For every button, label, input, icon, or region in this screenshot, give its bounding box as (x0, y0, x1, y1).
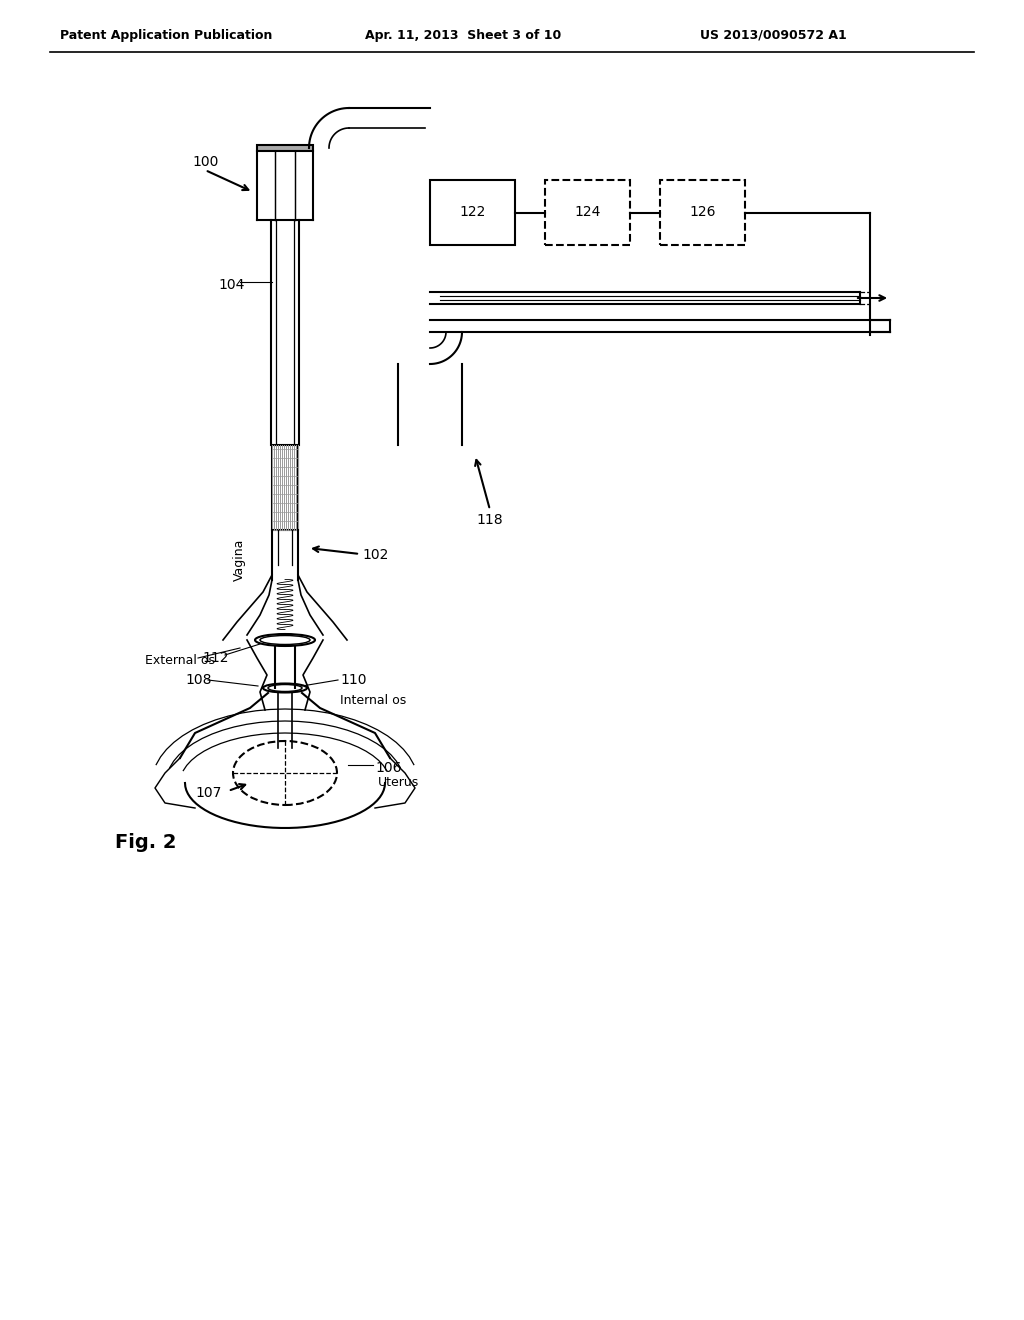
Text: Vagina: Vagina (233, 539, 246, 581)
Bar (257, 145, 313, 150)
Text: Patent Application Publication: Patent Application Publication (60, 29, 272, 41)
Text: Internal os: Internal os (340, 693, 407, 706)
Text: 102: 102 (362, 548, 388, 562)
Text: 112: 112 (202, 651, 228, 665)
Bar (430, 180, 515, 246)
Text: 126: 126 (689, 206, 716, 219)
Text: 104: 104 (218, 279, 245, 292)
Text: Uterus: Uterus (378, 776, 419, 789)
Bar (545, 180, 630, 246)
Text: External os: External os (145, 653, 215, 667)
Text: 124: 124 (574, 206, 601, 219)
Text: 108: 108 (185, 673, 212, 686)
Text: 110: 110 (340, 673, 367, 686)
Text: US 2013/0090572 A1: US 2013/0090572 A1 (700, 29, 847, 41)
Text: 122: 122 (460, 206, 485, 219)
Bar (660, 180, 745, 246)
Text: 106: 106 (375, 762, 401, 775)
Text: 100: 100 (193, 154, 218, 169)
Text: Fig. 2: Fig. 2 (115, 833, 176, 853)
Text: 118: 118 (477, 513, 504, 527)
Bar (272, 445, 298, 531)
Text: Apr. 11, 2013  Sheet 3 of 10: Apr. 11, 2013 Sheet 3 of 10 (365, 29, 561, 41)
Text: 107: 107 (195, 785, 221, 800)
